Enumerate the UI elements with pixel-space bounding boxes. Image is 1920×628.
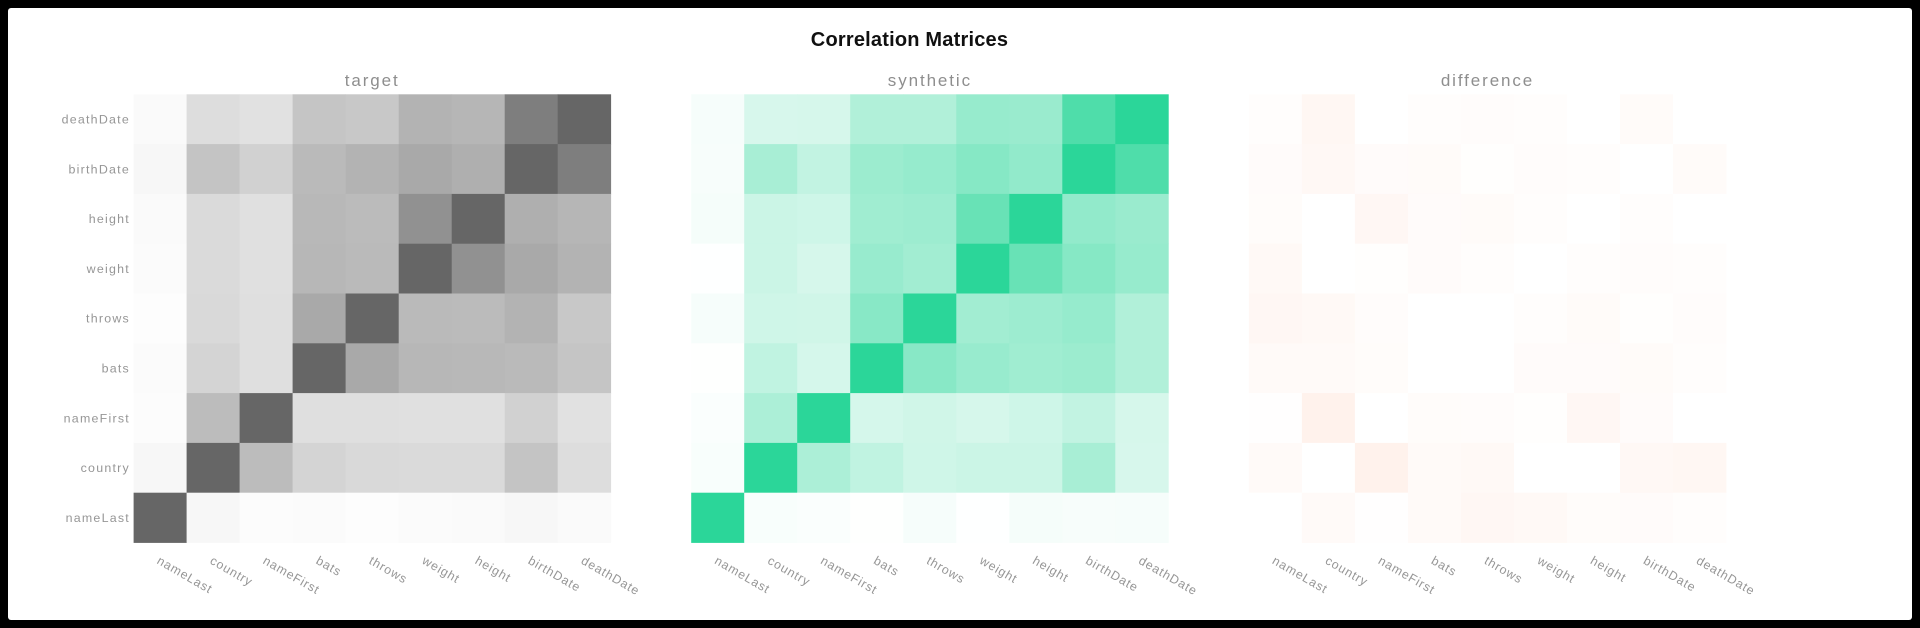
svg-text:weight: weight — [976, 553, 1020, 586]
svg-text:nameLast: nameLast — [66, 511, 130, 525]
svg-text:height: height — [89, 212, 130, 226]
svg-text:throws: throws — [1482, 553, 1525, 586]
svg-text:nameLast: nameLast — [1270, 553, 1330, 596]
svg-text:deathDate: deathDate — [579, 553, 643, 598]
svg-text:birthDate: birthDate — [1641, 553, 1699, 594]
svg-text:birthDate: birthDate — [68, 162, 130, 176]
svg-text:throws: throws — [86, 312, 130, 326]
svg-text:difference: difference — [1441, 71, 1534, 90]
svg-text:throws: throws — [367, 553, 410, 586]
svg-text:nameFirst: nameFirst — [64, 411, 130, 425]
svg-text:nameFirst: nameFirst — [818, 553, 880, 597]
svg-text:bats: bats — [1429, 553, 1459, 579]
svg-text:height: height — [1030, 553, 1071, 585]
svg-text:nameFirst: nameFirst — [261, 553, 323, 597]
svg-text:nameLast: nameLast — [712, 553, 772, 596]
svg-text:throws: throws — [924, 553, 967, 586]
svg-text:deathDate: deathDate — [1136, 553, 1200, 598]
svg-text:weight: weight — [86, 262, 130, 276]
svg-text:weight: weight — [419, 553, 463, 586]
svg-text:weight: weight — [1534, 553, 1578, 586]
svg-text:Correlation Matrices: Correlation Matrices — [811, 29, 1008, 51]
svg-text:country: country — [81, 461, 130, 475]
svg-text:target: target — [345, 71, 400, 90]
svg-text:deathDate: deathDate — [62, 113, 130, 127]
svg-text:birthDate: birthDate — [526, 553, 584, 594]
svg-text:birthDate: birthDate — [1083, 553, 1141, 594]
svg-text:bats: bats — [871, 553, 901, 579]
svg-text:deathDate: deathDate — [1694, 553, 1758, 598]
svg-text:bats: bats — [102, 362, 130, 376]
svg-text:synthetic: synthetic — [888, 71, 972, 90]
svg-text:bats: bats — [314, 553, 344, 579]
svg-text:nameFirst: nameFirst — [1376, 553, 1438, 597]
svg-text:height: height — [473, 553, 514, 585]
svg-text:height: height — [1588, 553, 1629, 585]
svg-text:nameLast: nameLast — [155, 553, 215, 596]
